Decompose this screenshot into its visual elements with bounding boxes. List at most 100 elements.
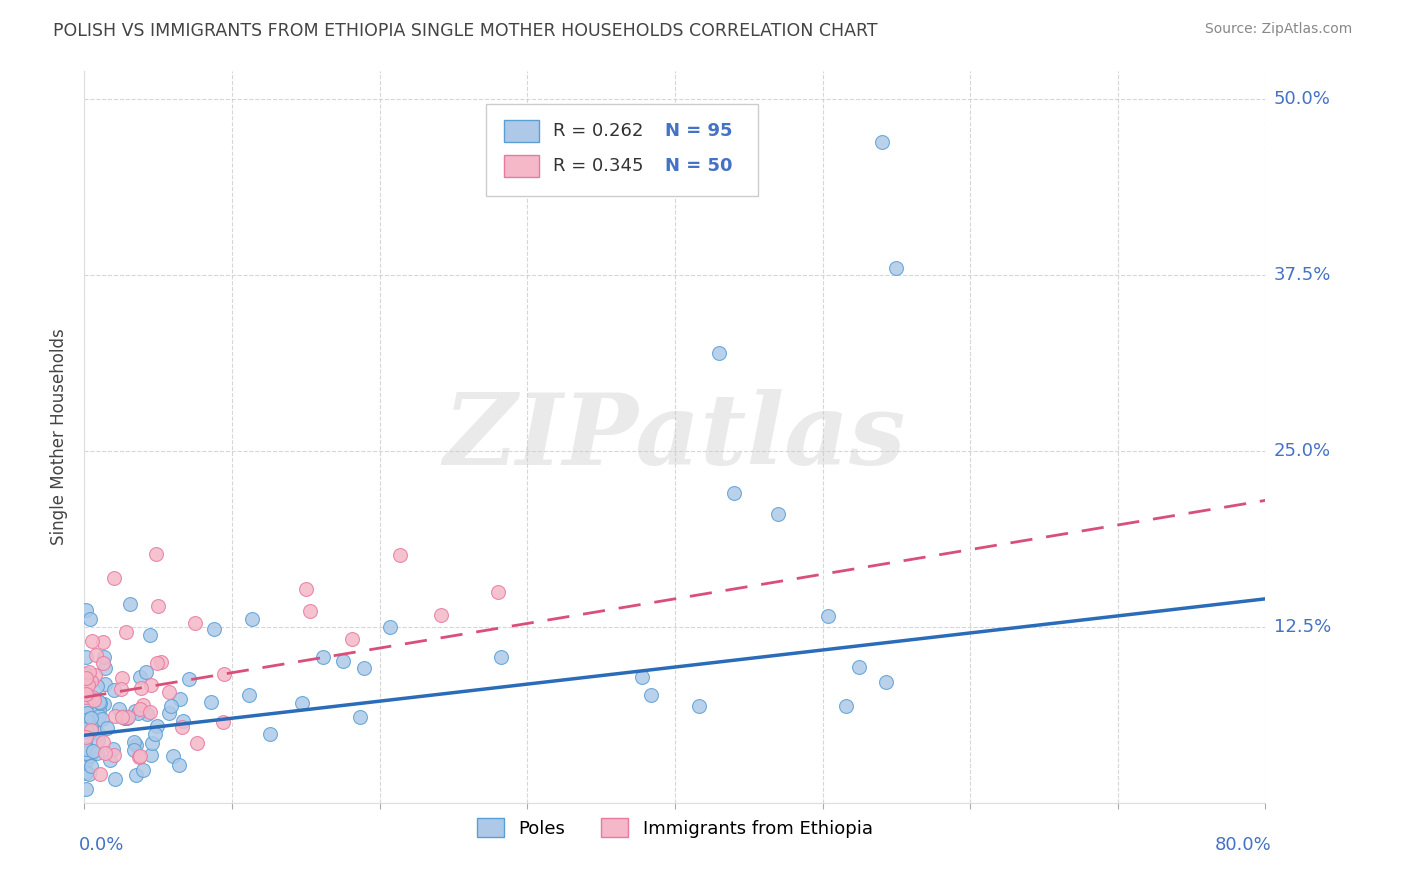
Point [75, 603, 97, 617]
Point [172, 714, 194, 728]
Point [200, 695, 222, 709]
Point [875, 675, 897, 690]
Point [640, 688, 662, 702]
Point [75, 677, 97, 691]
Point [84, 667, 107, 681]
Point [132, 764, 155, 778]
Point [835, 698, 858, 713]
Point [80, 633, 103, 648]
Point [122, 742, 145, 756]
Point [75, 687, 97, 701]
Point [160, 698, 183, 713]
Point [93, 649, 115, 664]
Text: POLISH VS IMMIGRANTS FROM ETHIOPIA SINGLE MOTHER HOUSEHOLDS CORRELATION CHART: POLISH VS IMMIGRANTS FROM ETHIOPIA SINGL… [53, 22, 879, 40]
Point [75, 766, 97, 780]
Point [129, 702, 152, 716]
Point [132, 698, 155, 713]
Point [145, 547, 167, 561]
Point [75, 746, 97, 760]
Point [184, 616, 207, 631]
Point [169, 692, 191, 706]
Point [87, 695, 110, 709]
Point [179, 672, 201, 686]
Point [111, 710, 134, 724]
Point [75, 650, 97, 665]
Point [870, 135, 893, 149]
Point [96, 721, 118, 735]
Point [75, 724, 97, 739]
Point [124, 704, 146, 718]
Point [136, 707, 159, 722]
Text: 80.0%: 80.0% [1215, 836, 1271, 854]
Point [75, 741, 97, 756]
Point [79, 749, 101, 764]
Text: 12.5%: 12.5% [1274, 618, 1331, 636]
Point [127, 706, 149, 721]
Point [98, 752, 121, 766]
Point [80, 721, 103, 735]
Point [138, 705, 160, 719]
Point [430, 608, 453, 623]
Point [238, 688, 260, 702]
Point [103, 747, 125, 762]
Point [141, 736, 163, 750]
Point [79, 612, 101, 626]
Point [87, 709, 110, 723]
Point [110, 681, 132, 696]
Point [349, 710, 371, 724]
Point [75, 781, 97, 796]
Point [298, 604, 321, 618]
Point [94, 677, 117, 691]
Point [75, 671, 97, 685]
Point [104, 772, 127, 787]
Point [342, 632, 364, 646]
Point [139, 628, 162, 642]
Point [111, 671, 134, 685]
Point [77, 665, 100, 679]
Point [89, 697, 111, 711]
FancyBboxPatch shape [486, 104, 758, 195]
Point [120, 597, 142, 611]
Point [145, 656, 167, 670]
Point [80, 723, 103, 738]
Point [709, 345, 731, 359]
Point [91, 635, 114, 649]
Point [86, 679, 108, 693]
Point [128, 749, 150, 764]
Point [114, 711, 136, 725]
Point [75, 698, 97, 712]
Point [145, 719, 167, 733]
Point [87, 726, 110, 740]
Point [83, 693, 105, 707]
Point [172, 720, 194, 734]
Point [75, 764, 97, 779]
Point [77, 767, 100, 781]
Point [75, 713, 97, 727]
Point [76, 711, 98, 725]
Point [86, 746, 108, 760]
Point [75, 754, 97, 768]
Point [93, 697, 115, 711]
Point [886, 261, 908, 276]
Point [128, 670, 150, 684]
Point [86, 648, 108, 662]
Point [186, 736, 208, 750]
Point [101, 741, 124, 756]
Point [723, 486, 745, 500]
Text: N = 95: N = 95 [665, 122, 733, 140]
Point [115, 711, 138, 725]
Point [108, 702, 131, 716]
Text: R = 0.345: R = 0.345 [553, 158, 644, 176]
FancyBboxPatch shape [503, 120, 538, 143]
Point [90, 712, 112, 726]
Point [76, 706, 98, 720]
Point [125, 768, 148, 782]
Point [139, 747, 162, 762]
Point [143, 727, 166, 741]
Point [129, 749, 152, 764]
Point [104, 709, 127, 723]
Point [167, 758, 190, 772]
Point [75, 730, 97, 744]
Point [630, 670, 652, 684]
Text: R = 0.262: R = 0.262 [553, 122, 644, 140]
